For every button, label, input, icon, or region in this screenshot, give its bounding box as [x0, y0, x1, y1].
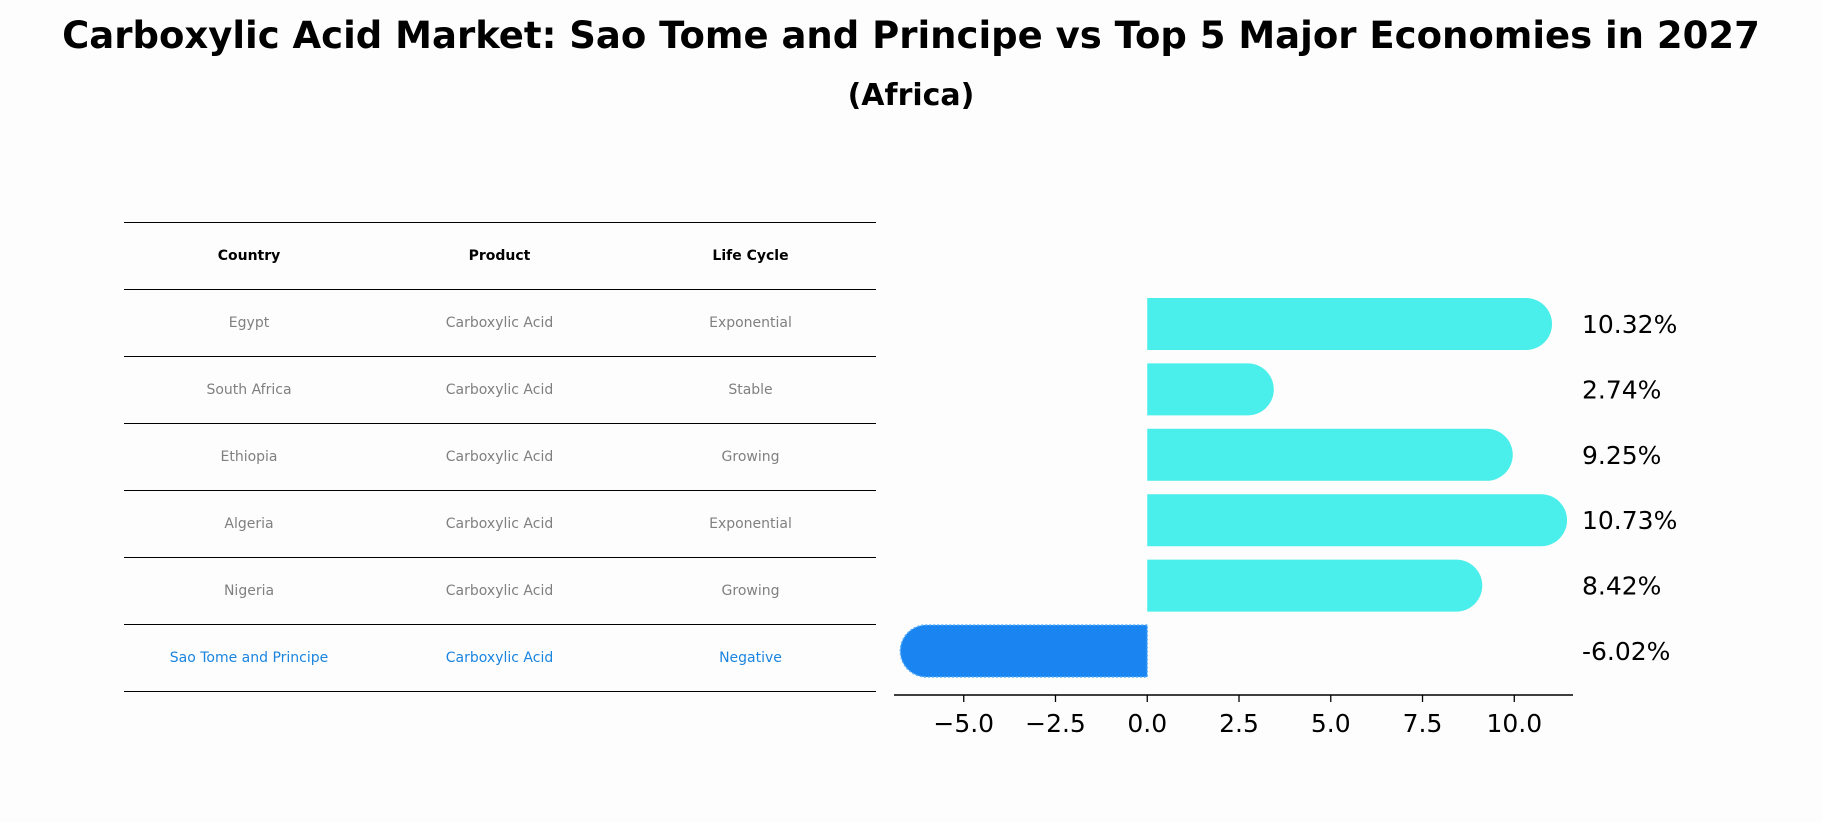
bar-value-label: 8.42%	[1582, 572, 1661, 601]
header-product: Product	[374, 222, 625, 290]
x-tick-label: 0.0	[1127, 709, 1167, 738]
bar	[1147, 559, 1483, 612]
header-life-cycle: Life Cycle	[625, 222, 876, 290]
x-tick-label: 5.0	[1311, 709, 1351, 738]
bar-value-label: 2.74%	[1582, 375, 1661, 404]
chart-title: Carboxylic Acid Market: Sao Tome and Pri…	[62, 14, 1760, 57]
cell-country: Algeria	[124, 490, 374, 558]
x-tick-label: −5.0	[933, 709, 994, 738]
cell-country: Egypt	[124, 289, 374, 357]
chart-subtitle: (Africa)	[847, 78, 975, 113]
cell-life-cycle: Exponential	[625, 490, 876, 558]
cell-life-cycle: Negative	[625, 624, 876, 692]
cell-country: South Africa	[124, 356, 374, 424]
country-table: Country Product Life Cycle Egypt Carboxy…	[124, 222, 876, 692]
cell-country: Nigeria	[124, 557, 374, 625]
cell-product: Carboxylic Acid	[374, 356, 625, 424]
cell-product: Carboxylic Acid	[374, 490, 625, 558]
bar-value-label: 10.73%	[1582, 506, 1677, 535]
bar	[1147, 298, 1553, 350]
table-header-row: Country Product Life Cycle	[124, 222, 876, 290]
bar-value-label: 10.32%	[1582, 310, 1677, 339]
table-row: Algeria Carboxylic Acid Exponential	[124, 490, 876, 558]
x-tick-label: −2.5	[1025, 709, 1086, 738]
x-tick-label: 10.0	[1486, 709, 1542, 738]
cell-product: Carboxylic Acid	[374, 289, 625, 357]
cell-country: Ethiopia	[124, 423, 374, 491]
cell-life-cycle: Stable	[625, 356, 876, 424]
bar	[899, 624, 1148, 678]
cell-country: Sao Tome and Principe	[124, 624, 374, 692]
cell-product: Carboxylic Acid	[374, 624, 625, 692]
cell-life-cycle: Growing	[625, 423, 876, 491]
table-row: South Africa Carboxylic Acid Stable	[124, 356, 876, 424]
header-country: Country	[124, 222, 374, 290]
bar	[1147, 363, 1274, 416]
bar-value-label: 9.25%	[1582, 441, 1661, 470]
cell-life-cycle: Growing	[625, 557, 876, 625]
bar-value-label: -6.02%	[1582, 637, 1670, 666]
bar	[1147, 428, 1513, 481]
table-row-highlighted: Sao Tome and Principe Carboxylic Acid Ne…	[124, 624, 876, 692]
table-row: Egypt Carboxylic Acid Exponential	[124, 289, 876, 357]
table-row: Nigeria Carboxylic Acid Growing	[124, 557, 876, 625]
x-tick-label: 7.5	[1403, 709, 1443, 738]
x-tick-label: 2.5	[1219, 709, 1259, 738]
cell-life-cycle: Exponential	[625, 289, 876, 357]
bar	[1147, 494, 1568, 547]
table-row: Ethiopia Carboxylic Acid Growing	[124, 423, 876, 491]
